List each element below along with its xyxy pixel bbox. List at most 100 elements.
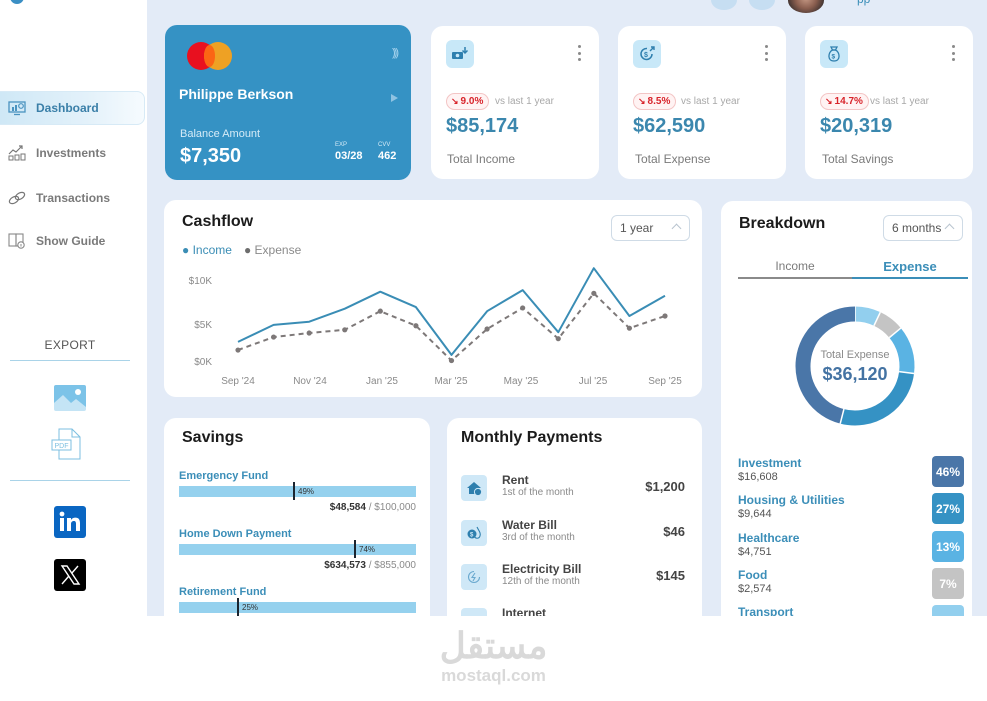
money-out-icon: $	[633, 40, 661, 68]
breakdown-row[interactable]: Food $2,574 7%	[738, 568, 964, 602]
card-next-arrow-icon[interactable]	[391, 94, 398, 102]
breakdown-row[interactable]: Housing & Utilities $9,644 27%	[738, 493, 964, 527]
cashflow-title: Cashflow	[182, 213, 254, 230]
sidebar-item-investments[interactable]: Investments	[0, 136, 145, 170]
app-logo	[10, 0, 24, 4]
guide-book-icon	[8, 233, 26, 249]
dashboard-monitor-icon	[8, 100, 26, 116]
x-icon	[54, 559, 86, 591]
linkedin-icon	[54, 506, 86, 538]
water-drop-dollar-icon: $	[461, 520, 487, 546]
house-dollar-icon	[461, 475, 487, 501]
goal-amounts: $48,584 / $100,000	[329, 502, 416, 513]
export-pdf-button[interactable]: PDF	[51, 428, 81, 460]
trend-arrow-icon: ↘	[825, 96, 833, 106]
svg-text:$: $	[832, 54, 836, 61]
payment-row[interactable]: Internet	[461, 606, 685, 616]
progress-marker	[293, 482, 295, 500]
balance-amount: $7,350	[180, 145, 242, 167]
trend-arrow-icon: ↘	[451, 96, 459, 106]
more-options-button[interactable]	[577, 45, 581, 61]
savings-goal[interactable]: Home Down Payment 74% $634,573 / $855,00…	[179, 528, 416, 571]
cashflow-range-select[interactable]: 1 year	[611, 215, 690, 241]
goal-amounts: $634,573 / $855,000	[324, 560, 416, 571]
cashflow-line-chart[interactable]	[164, 200, 702, 397]
y-tick: $0K	[194, 357, 212, 368]
stat-card-savings: $ ↘ 14.7% vs last 1 year $20,319 Total Sa…	[805, 26, 973, 179]
sidebar-item-label: Dashboard	[36, 101, 99, 115]
compare-label: vs last 1 year	[681, 96, 740, 107]
payment-schedule: 12th of the month	[502, 576, 580, 587]
change-badge: ↘ 8.5%	[633, 93, 677, 110]
payment-amount: $145	[656, 568, 685, 583]
x-tick: Sep '24	[221, 376, 255, 387]
payment-row[interactable]: Electricity Bill 12th of the month $145	[461, 562, 685, 598]
sidebar-item-show-guide[interactable]: Show Guide	[0, 224, 145, 258]
category-name: Housing & Utilities	[738, 493, 845, 507]
more-options-button[interactable]	[764, 45, 768, 61]
notifications-button[interactable]	[711, 0, 737, 10]
messages-button[interactable]	[749, 0, 775, 10]
breakdown-row[interactable]: Investment $16,608 46%	[738, 456, 964, 490]
y-tick: $10K	[188, 276, 212, 287]
credit-card[interactable]: ))) Philippe Berkson Balance Amount $7,3…	[165, 25, 411, 180]
savings-goal[interactable]: Retirement Fund 25%	[179, 586, 416, 616]
x-tick: Jul '25	[578, 376, 608, 387]
sidebar-item-transactions[interactable]: Transactions	[0, 181, 145, 215]
sidebar-item-label: Transactions	[36, 191, 111, 205]
x-tick: Mar '25	[434, 376, 468, 387]
y-tick: $5K	[194, 320, 212, 331]
goal-percent: 25%	[242, 603, 259, 612]
share-x-button[interactable]	[54, 559, 86, 591]
expense-donut-chart[interactable]: Total Expense $36,120	[794, 305, 916, 427]
sidebar-item-label: Show Guide	[36, 234, 106, 248]
monthly-payments-title: Monthly Payments	[461, 429, 603, 446]
breakdown-row[interactable]: Healthcare $4,751 13%	[738, 531, 964, 565]
savings-goal[interactable]: Emergency Fund 49% $48,584 / $100,000	[179, 470, 416, 513]
range-value: 6 months	[892, 221, 942, 235]
share-linkedin-button[interactable]	[54, 506, 86, 538]
payment-row[interactable]: $ Water Bill 3rd of the month $46	[461, 518, 685, 554]
stat-card-expense: $ ↘ 8.5% vs last 1 year $62,590 Total Exp…	[618, 26, 786, 179]
investment-chart-icon	[8, 145, 26, 161]
tab-income[interactable]: Income	[738, 259, 852, 279]
category-amount: $4,751	[738, 546, 772, 558]
category-name: Healthcare	[738, 531, 800, 545]
more-options-button[interactable]	[951, 45, 955, 61]
category-amount: $9,644	[738, 508, 772, 520]
sidebar-divider	[10, 360, 130, 361]
stat-value: $20,319	[820, 115, 893, 137]
category-name: Transport	[738, 605, 794, 616]
avatar[interactable]	[788, 0, 824, 13]
export-image-button[interactable]	[54, 385, 86, 411]
range-value: 1 year	[620, 221, 654, 235]
exp-label: EXP	[335, 142, 348, 148]
category-percent-badge: 46%	[932, 456, 964, 487]
breakdown-row[interactable]: Transport	[738, 605, 964, 616]
exp-date: 03/28	[335, 150, 363, 162]
chevron-up-icon	[944, 223, 955, 234]
cashflow-card: Cashflow 1 year ● Income ● Expense $10K …	[164, 200, 702, 397]
goal-name: Retirement Fund	[179, 586, 267, 598]
breakdown-range-select[interactable]: 6 months	[883, 215, 963, 241]
donut-center-label: Total Expense	[820, 349, 890, 361]
payment-name: Water Bill	[502, 518, 557, 532]
category-amount: $2,574	[738, 583, 772, 595]
category-percent-badge: 27%	[932, 493, 964, 524]
payment-name: Rent	[502, 473, 529, 487]
stat-card-income: ↘ 9.0% vs last 1 year $85,174 Total Incom…	[431, 26, 599, 179]
goal-percent: 49%	[298, 487, 315, 496]
legend-expense[interactable]: ● Expense	[243, 243, 302, 257]
goal-progress-bar: 49%	[179, 482, 416, 500]
stat-label: Total Income	[447, 152, 516, 166]
tab-expense[interactable]: Expense	[852, 259, 968, 279]
x-tick: May '25	[503, 376, 539, 387]
money-bag-icon: $	[820, 40, 848, 68]
sidebar-item-dashboard[interactable]: Dashboard	[0, 91, 145, 125]
user-name: pp	[857, 0, 870, 6]
payment-name: Internet	[502, 606, 547, 616]
sidebar-item-label: Investments	[36, 146, 107, 160]
payment-row[interactable]: Rent 1st of the month $1,200	[461, 473, 685, 509]
legend-income[interactable]: ● Income	[182, 243, 232, 257]
compare-label: vs last 1 year	[870, 96, 929, 107]
